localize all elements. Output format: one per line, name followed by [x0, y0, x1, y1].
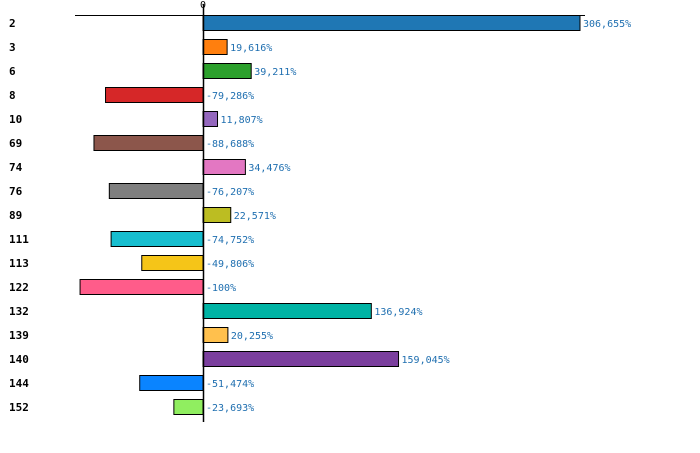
- category-label-132: 132: [9, 305, 29, 318]
- value-label-8: -79,286%: [206, 91, 254, 102]
- value-label-10: 11,807%: [221, 115, 263, 126]
- bar-3: [202, 39, 228, 55]
- bar-144: [139, 375, 204, 391]
- category-label-113: 113: [9, 257, 29, 270]
- value-label-132: 136,924%: [374, 307, 422, 318]
- bar-89: [202, 207, 232, 223]
- bar-74: [202, 159, 246, 175]
- bar-10: [202, 111, 219, 127]
- value-label-76: -76,207%: [206, 187, 254, 198]
- bar-111: [110, 231, 204, 247]
- category-label-74: 74: [9, 161, 23, 174]
- value-label-140: 159,045%: [402, 355, 450, 366]
- category-label-8: 8: [9, 89, 16, 102]
- category-label-69: 69: [9, 137, 22, 150]
- bar-6: [202, 63, 252, 79]
- value-label-152: -23,693%: [206, 403, 254, 414]
- category-label-111: 111: [9, 233, 29, 246]
- bar-152: [173, 399, 204, 415]
- bar-139: [202, 327, 229, 343]
- bar-113: [141, 255, 204, 271]
- category-label-144: 144: [9, 377, 29, 390]
- bar-122: [79, 279, 204, 295]
- category-label-3: 3: [9, 41, 16, 54]
- value-label-2: 306,655%: [583, 19, 631, 30]
- value-label-6: 39,211%: [254, 67, 296, 78]
- category-label-139: 139: [9, 329, 29, 342]
- value-label-69: -88,688%: [206, 139, 254, 150]
- bar-2: [202, 15, 581, 31]
- value-label-89: 22,571%: [234, 211, 276, 222]
- category-label-122: 122: [9, 281, 29, 294]
- bar-8: [105, 87, 204, 103]
- bar-76: [108, 183, 204, 199]
- category-label-140: 140: [9, 353, 29, 366]
- value-label-122: -100%: [206, 283, 236, 294]
- value-label-144: -51,474%: [206, 379, 254, 390]
- category-label-76: 76: [9, 185, 23, 198]
- bar-140: [202, 351, 400, 367]
- category-label-89: 89: [9, 209, 22, 222]
- value-label-113: -49,806%: [206, 259, 254, 270]
- value-label-74: 34,476%: [248, 163, 290, 174]
- value-label-139: 20,255%: [231, 331, 273, 342]
- category-label-152: 152: [9, 401, 29, 414]
- value-label-3: 19,616%: [230, 43, 272, 54]
- value-label-111: -74,752%: [206, 235, 254, 246]
- category-label-10: 10: [9, 113, 22, 126]
- bar-132: [202, 303, 372, 319]
- category-label-2: 2: [9, 17, 16, 30]
- category-label-6: 6: [9, 65, 16, 78]
- bar-69: [93, 135, 204, 151]
